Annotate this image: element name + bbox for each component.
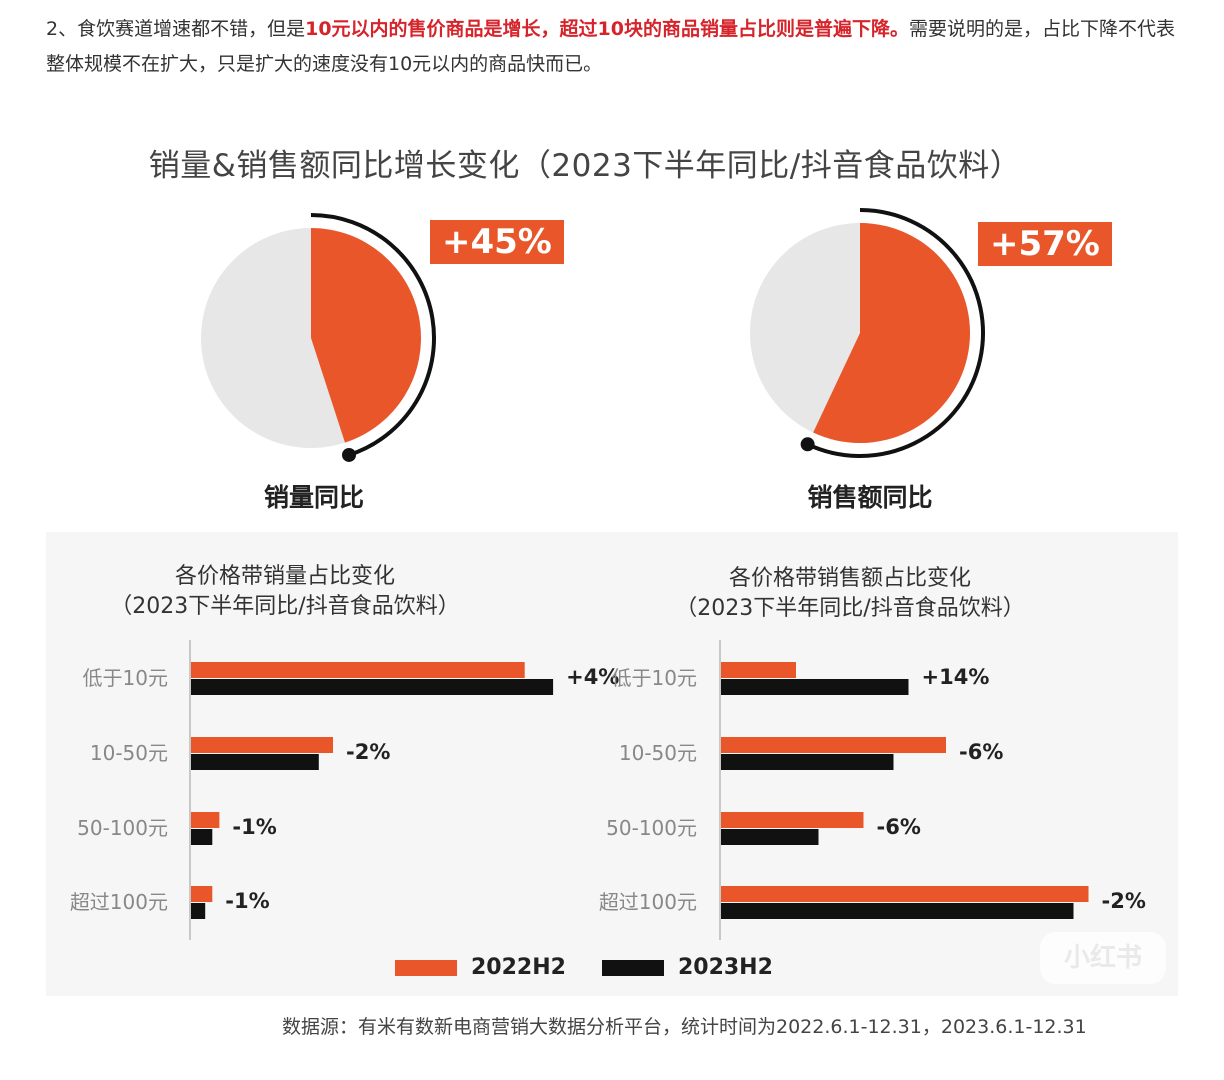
bar1-change-label: +4% [566,665,619,689]
bar2-bar-2022 [721,886,1089,902]
legend-label-2023: 2023H2 [677,955,773,980]
legend-swatch-2023 [601,959,664,976]
bar1-category-label: 10-50元 [90,741,168,765]
bar2-subtitle: （2023下半年同比/抖音食品饮料） [675,596,1025,621]
bar2-category-label: 10-50元 [619,741,697,765]
legend-item-2022: 2022H2 [395,955,566,980]
pie1-arc-dot [342,447,357,462]
pie2-badge: +57% [978,222,1112,266]
watermark-logo: 小红书 [1040,932,1166,984]
bar1-bar-2022 [191,812,220,828]
intro-text-2: 需要说明的是，占比下降不代表整体规模不在扩大，只是扩大的速度没有10元以内的商品… [46,18,1175,75]
bar2-bar-2023 [721,754,894,770]
pie2-arc-dot [800,437,815,452]
bar2-category-label: 超过100元 [599,890,697,914]
bar1-category-label: 超过100元 [70,890,168,914]
bar2-bar-2022 [721,662,796,678]
legend-item-2023: 2023H2 [601,955,773,980]
bar2-change-label: +14% [922,665,990,689]
bar1-title-line: 各价格带销量占比变化 [174,564,395,589]
bar2-title: 各价格带销售额占比变化 （2023下半年同比/抖音食品饮料） [650,564,1050,624]
bar1-bar-2022 [191,662,525,678]
pie1-badge: +45% [430,220,564,264]
bar1-bar-2023 [191,754,319,770]
pie1-label: 销量同比 [263,483,364,512]
pie1-arc [310,213,436,457]
bar1-subtitle: （2023下半年同比/抖音食品饮料） [110,594,460,619]
intro-text-1: 2、食饮赛道增速都不错，但是 [46,18,306,40]
bar2-change-label: -6% [959,740,1003,764]
legend-label-2022: 2022H2 [471,955,566,980]
bar1-category-label: 50-100元 [77,816,168,840]
bar1-bar-2023 [191,679,554,695]
bar2-category-label: 50-100元 [606,816,697,840]
bar1-change-label: -1% [225,889,269,913]
bar2-category-label: 低于10元 [612,666,697,690]
pie2-arc [806,208,985,458]
chart-title: 销量&销售额同比增长变化（2023下半年同比/抖音食品饮料） [148,148,1022,184]
bar2-change-label: -2% [1102,889,1146,913]
pie2-slice [813,223,971,443]
legend: 2022H2 2023H2 [395,955,809,980]
bar2-bar-2023 [721,679,909,695]
bar2-change-label: -6% [877,815,921,839]
bar1-bar-2022 [191,886,213,902]
bar2-title-line: 各价格带销售额占比变化 [728,566,971,591]
bar1-title: 各价格带销量占比变化 （2023下半年同比/抖音食品饮料） [90,562,480,622]
pie1-slice [311,228,421,443]
intro-paragraph: 2、食饮赛道增速都不错，但是10元以内的售价商品是增长，超过10块的商品销量占比… [46,12,1186,82]
pie2-label: 销售额同比 [807,483,933,512]
bar1-bar-2022 [191,737,333,753]
pie-charts [201,208,985,462]
bar1-bar-2023 [191,903,206,919]
bar2-bar-2023 [721,829,819,845]
bar2-bar-2022 [721,737,946,753]
intro-highlight: 10元以内的售价商品是增长，超过10块的商品销量占比则是普遍下降。 [305,18,909,40]
bar1-category-label: 低于10元 [83,666,168,690]
bar2-bar-2023 [721,903,1074,919]
bar1-change-label: -2% [346,740,390,764]
bar1-change-label: -1% [232,815,276,839]
data-source: 数据源：有米有数新电商营销大数据分析平台，统计时间为2022.6.1-12.31… [282,1016,1087,1038]
bar1-bar-2023 [191,829,213,845]
bar2-bar-2022 [721,812,864,828]
legend-swatch-2022 [395,959,457,976]
